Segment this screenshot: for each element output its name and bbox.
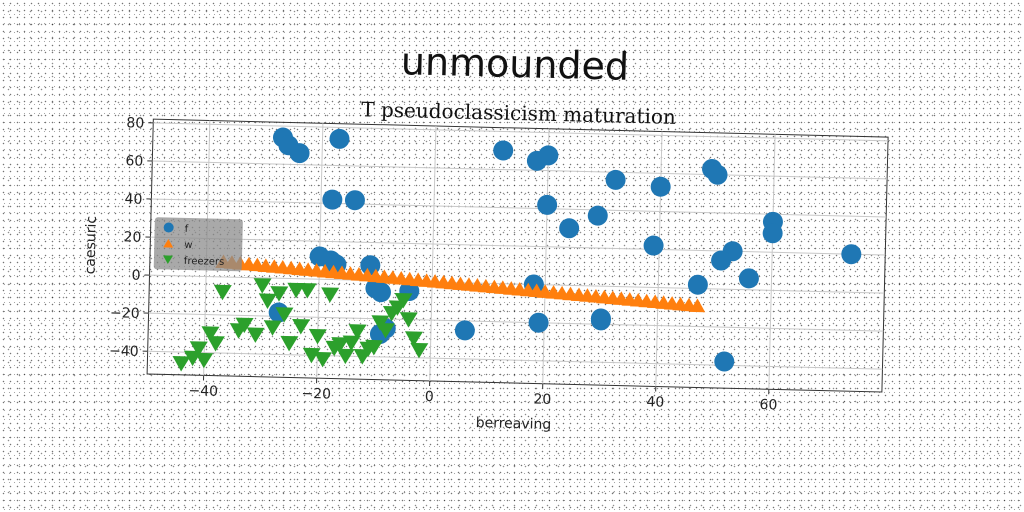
point-w — [689, 298, 706, 313]
point-f — [329, 128, 350, 149]
point-freezers — [189, 341, 208, 357]
legend-label: f — [185, 224, 189, 235]
y-axis-label: caesuric — [83, 216, 100, 275]
x-gridline — [655, 131, 663, 387]
point-freezers — [270, 286, 289, 302]
point-freezers — [313, 351, 332, 368]
figure-suptitle: unmounded — [400, 39, 629, 89]
point-f — [841, 244, 862, 265]
point-f — [538, 145, 559, 166]
point-freezers — [235, 317, 254, 334]
scatter-axes: T pseudoclassicism maturation −40 −20 0 20 4… — [83, 97, 889, 433]
y-gridline — [150, 236, 886, 256]
point-freezers — [336, 348, 355, 365]
y-tick-label: −20 — [110, 305, 140, 322]
x-tick-label: 0 — [425, 389, 434, 405]
point-freezers — [292, 318, 311, 335]
point-f — [528, 312, 549, 333]
point-f — [738, 268, 759, 289]
x-tick-label: 60 — [759, 397, 777, 413]
point-freezers — [302, 347, 321, 364]
point-freezers — [246, 327, 265, 343]
point-f — [344, 190, 365, 211]
point-f — [605, 169, 626, 190]
point-freezers — [258, 293, 277, 309]
point-f — [711, 250, 732, 271]
point-f — [370, 282, 391, 303]
y-tick-label: −40 — [109, 343, 139, 360]
y-gridline — [147, 350, 883, 370]
x-gridline — [542, 128, 550, 384]
y-gridline — [151, 198, 887, 218]
point-freezers — [365, 339, 384, 356]
point-f — [537, 194, 558, 215]
point-freezers — [280, 335, 299, 352]
legend-marker — [163, 255, 174, 265]
point-freezers — [331, 337, 350, 353]
x-tick-label: 40 — [646, 394, 664, 410]
point-freezers — [321, 287, 340, 303]
point-freezers — [253, 278, 272, 294]
point-f — [762, 223, 783, 244]
point-f — [289, 143, 310, 164]
x-axis-ticks: −40 −20 0 20 40 60 — [188, 375, 778, 413]
legend-marker — [163, 222, 174, 233]
point-freezers — [376, 322, 395, 339]
point-freezers — [275, 307, 294, 323]
point-f — [714, 351, 735, 372]
point-freezers — [404, 331, 423, 347]
point-f — [493, 140, 514, 161]
legend: fw freezers — [153, 217, 243, 272]
y-tick-label: 80 — [126, 115, 144, 131]
point-f — [643, 235, 664, 256]
point-f — [650, 176, 671, 197]
point-freezers — [201, 326, 220, 342]
legend-box — [153, 217, 243, 272]
x-tick-label: 20 — [533, 391, 551, 407]
x-gridline — [768, 134, 776, 390]
point-freezers — [195, 352, 214, 369]
plot-frame — [146, 118, 889, 393]
x-axis-label: berreaving — [476, 415, 552, 433]
y-tick-label: 40 — [124, 191, 142, 207]
x-tick-label: −40 — [188, 383, 218, 400]
x-tick-label: −20 — [301, 386, 331, 403]
point-freezers — [348, 324, 367, 340]
point-freezers — [172, 356, 191, 372]
grid-lines — [147, 120, 889, 390]
y-gridline — [152, 160, 888, 180]
legend-label: freezers — [184, 256, 225, 268]
legend-label: w — [184, 240, 192, 251]
point-freezers — [263, 320, 282, 336]
y-tick-label: 0 — [131, 268, 140, 284]
point-f — [587, 205, 608, 226]
chart-title: T pseudoclassicism maturation — [361, 97, 676, 129]
point-f — [707, 164, 728, 185]
x-gridline — [429, 126, 437, 381]
y-gridline — [149, 274, 885, 294]
point-f — [454, 320, 475, 341]
point-freezers — [371, 315, 390, 331]
point-freezers — [308, 328, 327, 345]
legend-marker — [163, 239, 174, 248]
point-freezers — [298, 282, 317, 299]
y-tick-label: 60 — [125, 153, 143, 169]
point-freezers — [399, 312, 418, 328]
y-gridline — [153, 122, 889, 142]
point-f — [322, 189, 343, 210]
y-tick-label: 20 — [123, 229, 141, 245]
point-f — [590, 308, 611, 329]
point-freezers — [213, 284, 232, 301]
point-freezers — [394, 292, 413, 309]
point-freezers — [206, 335, 225, 352]
point-freezers — [342, 335, 361, 351]
y-axis-ticks: −40 −20 0 20 40 60 80 — [109, 115, 154, 360]
point-f — [559, 218, 580, 239]
point-freezers — [410, 342, 429, 359]
point-f — [687, 274, 708, 295]
